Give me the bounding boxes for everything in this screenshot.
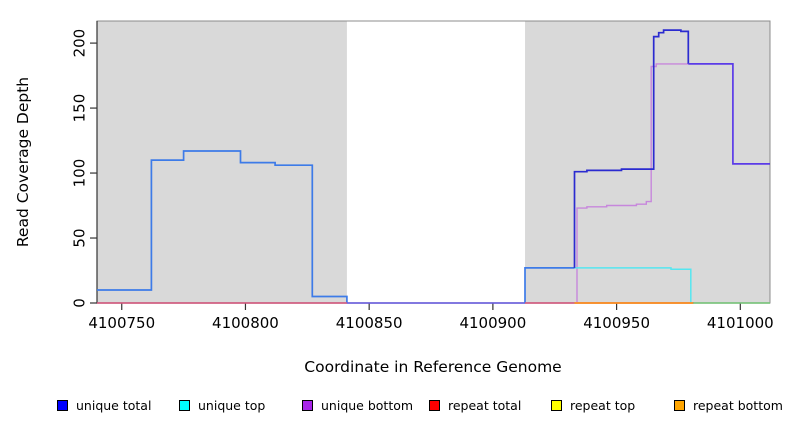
legend-item-unique-total: unique total (57, 398, 151, 413)
shaded-panels (97, 21, 770, 303)
legend-label-unique-total: unique total (76, 398, 152, 413)
x-tick-label: 4100750 (88, 314, 155, 332)
legend-item-unique-top: unique top (179, 398, 265, 413)
x-axis-ticks: 4100750 4100800 4100850 4100900 4100950 41010… (88, 303, 774, 332)
series-lines (97, 29, 770, 304)
y-tick-label: 150 (71, 94, 89, 123)
panel-right-unique-region (525, 21, 770, 303)
series-line-unique-total-bottom-merged (688, 63, 770, 165)
panel-left-unique-region (97, 21, 347, 303)
x-tick-label: 4100800 (212, 314, 279, 332)
x-axis-title: Coordinate in Reference Genome (304, 358, 561, 376)
y-tick-label: 0 (71, 298, 89, 308)
x-tick-label: 4100950 (583, 314, 650, 332)
series-line-unique-top (574, 267, 692, 303)
legend-swatch-repeat-total (429, 400, 440, 411)
legend-label-repeat-bottom: repeat bottom (693, 398, 783, 413)
legend-item-unique-bottom: unique bottom (302, 398, 413, 413)
y-axis-title: Read Coverage Depth (14, 77, 32, 247)
legend-swatch-repeat-bottom (674, 400, 685, 411)
legend-swatch-unique-top (179, 400, 190, 411)
legend-label-unique-top: unique top (198, 398, 266, 413)
legend-item-repeat-total: repeat total (429, 398, 521, 413)
series-line-unique-total-right (573, 29, 690, 268)
x-tick-label: 4100900 (459, 314, 526, 332)
legend-swatch-repeat-top (551, 400, 562, 411)
y-tick-label: 100 (71, 159, 89, 188)
legend-label-unique-bottom: unique bottom (321, 398, 414, 413)
x-tick-label: 4101000 (707, 314, 774, 332)
legend-label-repeat-total: repeat total (448, 398, 522, 413)
legend-item-repeat-top: repeat top (551, 398, 635, 413)
y-axis-ticks: 0 50 100 150 200 (71, 29, 97, 308)
legend-item-repeat-bottom: repeat bottom (674, 398, 783, 413)
legend: unique total unique top unique bottom repea… (0, 394, 792, 422)
series-line-unique-total-left (97, 150, 348, 303)
legend-label-repeat-top: repeat top (570, 398, 636, 413)
legend-swatch-unique-bottom (302, 400, 313, 411)
y-tick-label: 200 (71, 29, 89, 58)
y-tick-label: 50 (71, 228, 89, 247)
x-tick-label: 4100850 (336, 314, 403, 332)
series-line-unique-total-right-low (524, 267, 575, 303)
legend-swatch-unique-total (57, 400, 68, 411)
